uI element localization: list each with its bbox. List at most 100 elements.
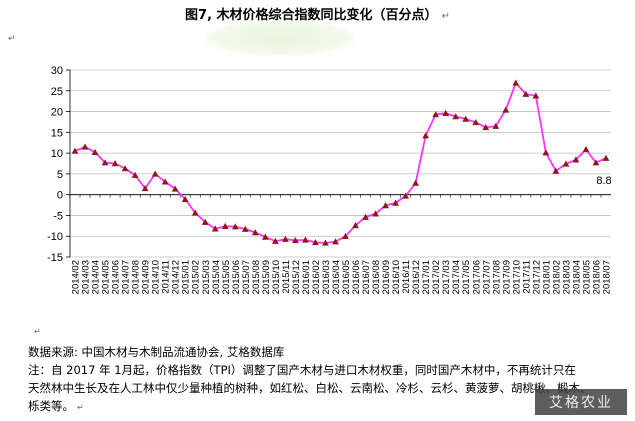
- data-point-marker: [382, 202, 389, 209]
- data-point-marker: [602, 154, 610, 161]
- data-point-marker: [141, 185, 149, 192]
- x-tick-label: 2015/02: [191, 260, 202, 294]
- data-point-marker: [592, 159, 600, 166]
- data-point-marker: [211, 225, 219, 232]
- data-point-marker: [322, 239, 329, 246]
- data-point-marker: [201, 218, 209, 225]
- data-point-marker: [552, 167, 560, 174]
- x-tick-label: 2018/05: [581, 260, 592, 294]
- x-tick-label: 2015/09: [261, 260, 272, 294]
- data-point-marker: [482, 123, 490, 131]
- x-tick-label: 2016/04: [331, 260, 342, 294]
- data-point-marker: [432, 111, 440, 118]
- data-point-marker: [582, 145, 590, 153]
- x-tick-label: 2015/07: [241, 260, 252, 294]
- y-tick-label: 20: [51, 107, 63, 119]
- x-tick-label: 2014/08: [131, 260, 142, 294]
- x-tick-label: 2016/07: [361, 260, 372, 294]
- x-tick-label: 2014/10: [151, 260, 162, 294]
- data-point-marker: [292, 236, 299, 244]
- data-point-marker: [171, 185, 179, 192]
- x-tick-label: 2016/08: [371, 260, 382, 294]
- x-tick-label: 2014/06: [111, 260, 122, 294]
- x-tick-label: 2014/05: [101, 260, 112, 294]
- data-point-marker: [111, 160, 119, 167]
- x-tick-label: 2016/12: [411, 260, 422, 294]
- data-point-marker: [532, 92, 540, 99]
- data-point-marker: [81, 143, 89, 150]
- note-line-2: 天然林中生长及在人工林中仅少量种植的树种，如红松、白松、云南松、冷杉、云杉、黄菠…: [28, 381, 592, 395]
- x-tick-label: 2015/12: [291, 260, 302, 294]
- data-point-marker: [342, 232, 349, 239]
- x-tick-label: 2016/05: [341, 260, 352, 294]
- data-point-marker: [332, 238, 339, 245]
- x-tick-label: 2018/01: [541, 260, 552, 294]
- x-tick-label: 2016/06: [351, 260, 362, 294]
- x-tick-label: 2015/04: [211, 260, 222, 294]
- paragraph-mark-icon: ↵: [77, 403, 84, 412]
- x-tick-label: 2014/12: [171, 260, 182, 294]
- data-point-marker: [402, 192, 410, 199]
- data-point-marker: [151, 170, 159, 177]
- y-tick-label: -10: [47, 231, 63, 243]
- data-point-marker: [121, 165, 129, 172]
- data-source-note: 数据来源: 中国木材与木制品流通协会, 艾格数据库 注：自 2017 年 1月起…: [28, 343, 592, 417]
- paragraph-mark-icon: ↵: [8, 34, 16, 44]
- data-point-marker: [412, 179, 420, 186]
- x-tick-label: 2018/06: [591, 260, 602, 294]
- x-tick-label: 2015/06: [231, 260, 242, 294]
- data-point-marker: [472, 118, 480, 126]
- paragraph-mark-icon: ↵: [34, 327, 41, 336]
- data-point-marker: [572, 156, 580, 163]
- y-tick-label: -5: [53, 210, 63, 222]
- data-point-marker: [492, 122, 500, 129]
- data-point-marker: [422, 132, 430, 139]
- data-point-marker: [281, 235, 289, 242]
- x-tick-label: 2015/11: [281, 260, 292, 294]
- y-tick-label: -15: [47, 252, 63, 264]
- watermark-logo: [205, 20, 355, 56]
- note-line-1: 注：自 2017 年 1月起，价格指数（TPI）调整了国产木材与进口木材权重，同…: [28, 363, 576, 377]
- x-tick-label: 2016/02: [311, 260, 322, 294]
- x-tick-label: 2018/07: [601, 260, 612, 294]
- x-tick-label: 2018/04: [571, 260, 582, 294]
- y-tick-label: 15: [51, 127, 63, 139]
- x-tick-label: 2014/07: [121, 260, 132, 294]
- gridlines: [70, 69, 611, 258]
- data-point-marker: [161, 178, 169, 185]
- x-tick-label: 2018/03: [561, 260, 572, 294]
- x-tick-label: 2014/03: [81, 260, 92, 294]
- paragraph-mark-icon: ↵: [441, 11, 450, 22]
- x-tick-label: 2017/03: [441, 260, 452, 294]
- x-tick-label: 2014/11: [161, 260, 172, 294]
- x-tick-label: 2015/05: [221, 260, 232, 294]
- y-tick-label: 30: [51, 65, 63, 77]
- x-tick-label: 2014/04: [91, 260, 102, 294]
- data-point-marker: [352, 222, 359, 229]
- y-tick-label: 5: [57, 169, 63, 181]
- x-tick-label: 2017/07: [481, 260, 492, 294]
- data-point-marker: [442, 109, 450, 116]
- chart-title-text: 图7, 木材价格综合指数同比变化（百分点）: [185, 8, 438, 23]
- x-tick-label: 2015/01: [181, 260, 192, 294]
- x-tick-label: 2014/09: [141, 260, 152, 294]
- data-point-marker: [312, 239, 319, 246]
- x-tick-label: 2017/04: [451, 260, 462, 294]
- x-tick-label: 2018/02: [551, 260, 562, 294]
- x-tick-label: 2015/03: [201, 260, 212, 294]
- data-point-marker: [231, 223, 239, 230]
- x-tick-label: 2016/09: [381, 260, 392, 294]
- labels-layer: 8.8: [596, 175, 611, 187]
- data-point-marker: [131, 171, 139, 178]
- series-line: [74, 81, 607, 244]
- x-tick-label: 2016/10: [391, 260, 402, 294]
- y-tick-label: 10: [51, 148, 63, 160]
- data-point-marker: [542, 149, 550, 156]
- x-tick-label: 2017/11: [521, 260, 532, 294]
- x-tick-label: 2016/11: [401, 260, 412, 294]
- x-tick-label: 2017/10: [511, 260, 522, 294]
- x-tick-label: 2015/08: [251, 260, 262, 294]
- data-point-marker: [362, 213, 369, 220]
- y-tick-label: 0: [57, 190, 63, 202]
